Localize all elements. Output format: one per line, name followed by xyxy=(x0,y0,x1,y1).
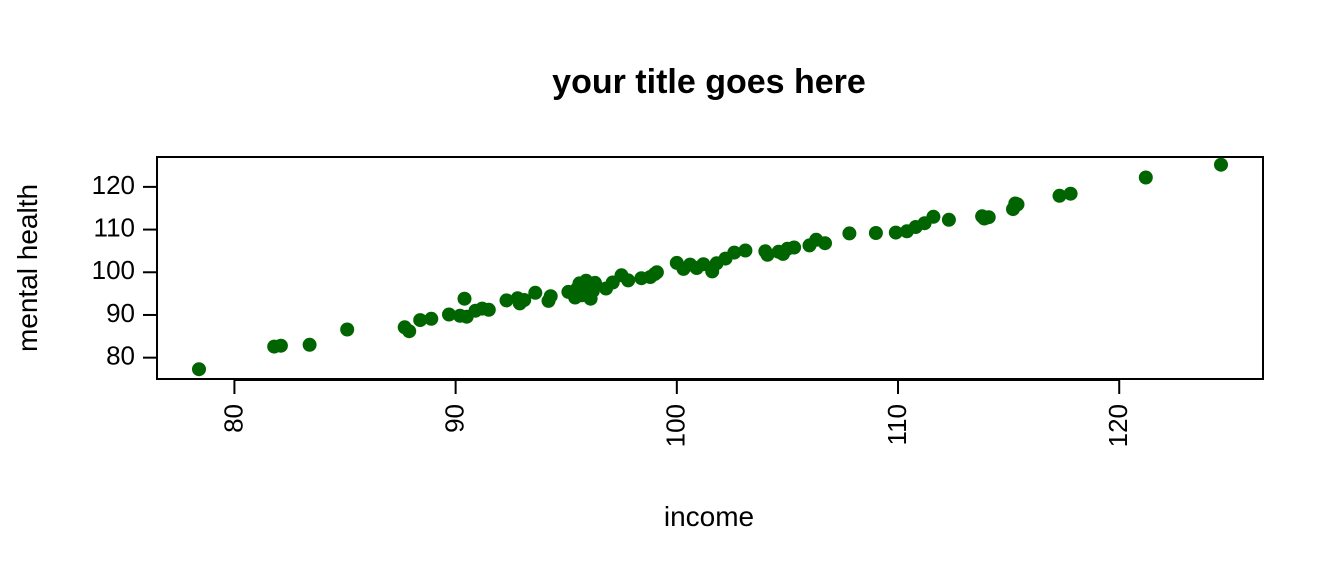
data-point xyxy=(457,291,472,306)
data-point xyxy=(340,322,355,337)
data-point xyxy=(1010,197,1025,212)
data-point xyxy=(402,324,417,339)
x-tick-label: 110 xyxy=(882,404,912,445)
data-point xyxy=(1052,188,1067,203)
data-point xyxy=(738,243,753,258)
y-tick-label: 110 xyxy=(94,212,135,242)
data-point xyxy=(1138,170,1153,185)
data-point xyxy=(842,226,857,241)
data-point xyxy=(424,311,439,326)
x-tick-label: 80 xyxy=(218,404,248,433)
data-point xyxy=(647,267,662,281)
y-axis-label: mental health xyxy=(12,184,43,352)
data-point xyxy=(727,245,742,260)
data-point xyxy=(273,338,288,353)
x-axis-label: income xyxy=(664,501,754,532)
data-point xyxy=(499,293,514,308)
data-point xyxy=(481,302,496,317)
data-point xyxy=(302,337,317,352)
data-point xyxy=(543,289,558,304)
x-tick-label: 120 xyxy=(1103,404,1133,447)
data-point xyxy=(926,209,941,224)
y-tick-label: 80 xyxy=(106,341,135,371)
x-axis: 80 90 100 110 120 xyxy=(218,379,1133,447)
data-point xyxy=(1214,157,1228,172)
data-point xyxy=(941,212,956,227)
data-point xyxy=(981,210,996,225)
data-point xyxy=(1063,186,1078,201)
chart-title: your title goes here xyxy=(552,63,866,101)
data-point xyxy=(787,240,802,255)
y-tick-label: 120 xyxy=(92,170,135,200)
data-point xyxy=(818,236,832,251)
y-tick-label: 100 xyxy=(92,255,135,285)
data-point xyxy=(760,247,775,262)
data-point xyxy=(517,293,532,307)
data-point xyxy=(868,226,883,240)
data-point xyxy=(442,307,456,322)
data-point xyxy=(588,275,602,290)
x-tick-label: 90 xyxy=(439,404,469,433)
data-point xyxy=(621,273,636,288)
data-points xyxy=(192,157,1228,377)
y-axis: 80 90 100 110 120 xyxy=(92,170,158,371)
y-tick-label: 90 xyxy=(106,298,135,328)
data-point xyxy=(888,225,903,240)
data-point xyxy=(192,362,206,377)
data-point xyxy=(413,313,428,328)
x-tick-label: 100 xyxy=(661,404,691,447)
data-point xyxy=(528,285,543,300)
